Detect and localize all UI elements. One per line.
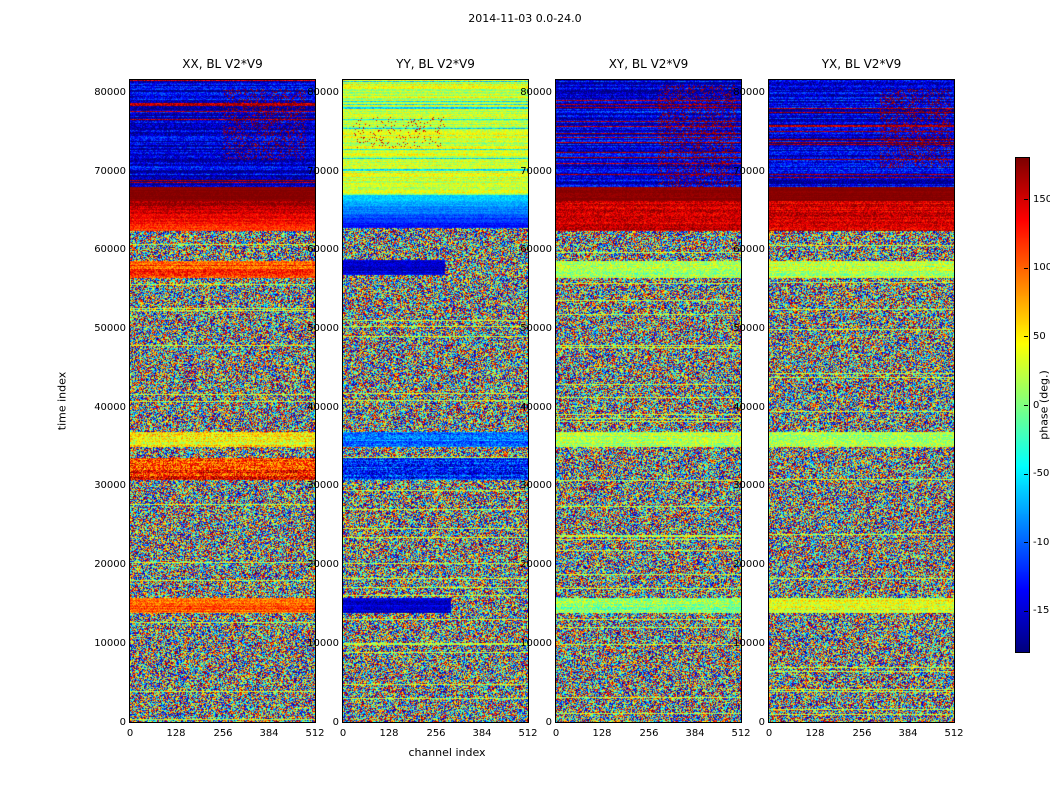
y-tick-label: 30000	[733, 480, 765, 491]
y-tick-label: 0	[758, 717, 765, 728]
x-tick-label: 512	[518, 728, 538, 739]
y-tick-label: 50000	[520, 323, 552, 334]
heatmap-yy	[343, 80, 528, 722]
x-tick-label: 256	[852, 728, 872, 739]
colorbar-tick	[1024, 474, 1028, 475]
y-axis-label: time index	[55, 371, 69, 431]
y-tick-label: 80000	[307, 87, 339, 98]
x-tick-label: 0	[765, 728, 773, 739]
y-tick-label: 10000	[94, 638, 126, 649]
x-tick-label: 0	[552, 728, 560, 739]
colorbar-tick	[1024, 611, 1028, 612]
y-tick-label: 40000	[307, 402, 339, 413]
y-tick-label: 10000	[520, 638, 552, 649]
y-tick-label: 30000	[94, 480, 126, 491]
y-tick-label: 30000	[307, 480, 339, 491]
figure-title: 2014-11-03 0.0-24.0	[468, 12, 582, 25]
x-tick-label: 384	[472, 728, 492, 739]
x-tick-label: 0	[126, 728, 134, 739]
heatmap-yx	[769, 80, 954, 722]
x-tick-label: 512	[944, 728, 964, 739]
panel-title-xx: XX, BL V2*V9	[182, 57, 263, 71]
x-tick-label: 256	[426, 728, 446, 739]
y-tick-label: 60000	[94, 244, 126, 255]
y-tick-label: 10000	[733, 638, 765, 649]
colorbar-tick	[1024, 405, 1028, 406]
y-tick-label: 40000	[520, 402, 552, 413]
panel-title-yx: YX, BL V2*V9	[821, 57, 902, 71]
x-tick-label: 128	[166, 728, 186, 739]
colorbar	[1016, 158, 1029, 652]
y-tick-label: 0	[545, 717, 552, 728]
colorbar-label: phase (deg.)	[1037, 370, 1050, 440]
y-tick-label: 60000	[733, 244, 765, 255]
x-tick-label: 256	[213, 728, 233, 739]
heatmap-xx	[130, 80, 315, 722]
x-tick-label: 512	[305, 728, 325, 739]
y-tick-label: 50000	[94, 323, 126, 334]
y-tick-label: 20000	[733, 559, 765, 570]
y-tick-label: 0	[332, 717, 339, 728]
y-tick-label: 80000	[520, 87, 552, 98]
y-tick-label: 70000	[94, 166, 126, 177]
y-tick-label: 50000	[307, 323, 339, 334]
y-tick-label: 80000	[733, 87, 765, 98]
x-tick-label: 512	[731, 728, 751, 739]
colorbar-tick-label: 0	[1033, 400, 1040, 411]
y-tick-label: 20000	[520, 559, 552, 570]
y-tick-label: 50000	[733, 323, 765, 334]
y-tick-label: 60000	[307, 244, 339, 255]
colorbar-tick	[1024, 542, 1028, 543]
y-tick-label: 30000	[520, 480, 552, 491]
y-tick-label: 70000	[307, 166, 339, 177]
colorbar-tick-label: -50	[1033, 468, 1050, 479]
y-tick-label: 70000	[733, 166, 765, 177]
x-tick-label: 128	[805, 728, 825, 739]
panel-title-yy: YY, BL V2*V9	[396, 57, 475, 71]
y-tick-label: 0	[119, 717, 126, 728]
colorbar-tick-label: -100	[1033, 537, 1050, 548]
colorbar-tick	[1024, 336, 1028, 337]
y-tick-label: 70000	[520, 166, 552, 177]
panel-title-xy: XY, BL V2*V9	[608, 57, 689, 71]
colorbar-tick-label: 50	[1033, 331, 1046, 342]
x-tick-label: 384	[898, 728, 918, 739]
x-tick-label: 0	[339, 728, 347, 739]
x-tick-label: 384	[259, 728, 279, 739]
y-tick-label: 40000	[733, 402, 765, 413]
colorbar-tick-label: 150	[1033, 194, 1050, 205]
y-tick-label: 40000	[94, 402, 126, 413]
y-tick-label: 20000	[307, 559, 339, 570]
x-tick-label: 128	[592, 728, 612, 739]
colorbar-tick	[1024, 268, 1028, 269]
y-tick-label: 80000	[94, 87, 126, 98]
x-tick-label: 384	[685, 728, 705, 739]
x-tick-label: 256	[639, 728, 659, 739]
y-tick-label: 60000	[520, 244, 552, 255]
x-axis-label: channel index	[408, 746, 486, 759]
colorbar-tick	[1024, 199, 1028, 200]
x-tick-label: 128	[379, 728, 399, 739]
colorbar-tick-label: -150	[1033, 605, 1050, 616]
y-tick-label: 10000	[307, 638, 339, 649]
heatmap-xy	[556, 80, 741, 722]
y-tick-label: 20000	[94, 559, 126, 570]
colorbar-tick-label: 100	[1033, 262, 1050, 273]
